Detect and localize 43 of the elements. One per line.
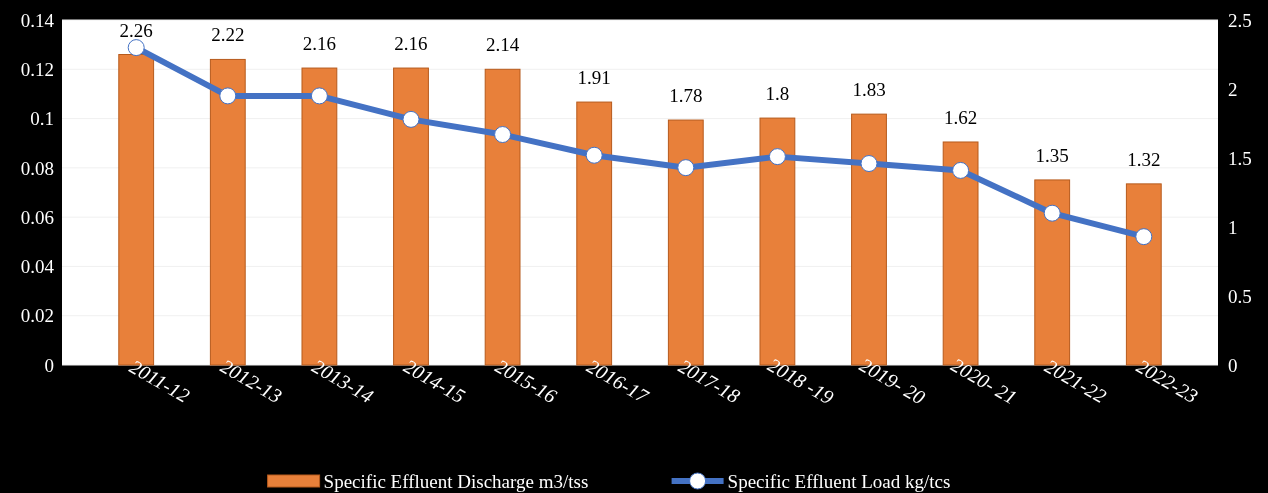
annotation: 1.78 xyxy=(669,85,703,107)
y-tick-label: 0 xyxy=(44,354,54,376)
y-tick-label: 0.02 xyxy=(20,305,54,327)
y2-tick-label: 0 xyxy=(1228,354,1238,376)
y-tick-label: 0.08 xyxy=(20,157,54,179)
y2-tick-label: 2 xyxy=(1228,78,1238,100)
y2-tick-label: 1 xyxy=(1228,216,1238,238)
y-tick-label: 0.04 xyxy=(20,256,55,278)
annotation: 2.14 xyxy=(485,34,520,56)
annotation: 2.26 xyxy=(119,19,153,41)
point xyxy=(860,155,878,173)
annotation: 1.8 xyxy=(765,83,790,105)
y-tick-label: 0.06 xyxy=(20,206,54,228)
annotation: 1.32 xyxy=(1127,148,1161,170)
legend-label: Specific Effluent Discharge m3/tss xyxy=(323,470,589,492)
y2-tick-label: 1.5 xyxy=(1228,147,1252,169)
annotation: 1.62 xyxy=(943,106,978,128)
point xyxy=(952,161,970,179)
annotation: 2.22 xyxy=(211,24,245,46)
y-tick-label: 0.1 xyxy=(30,108,54,130)
annotation: 1.35 xyxy=(1035,144,1069,166)
x-tick-label: 2018 -19 xyxy=(764,353,838,409)
point xyxy=(1135,228,1153,246)
y-tick-label: 0.12 xyxy=(20,58,54,80)
point xyxy=(1043,204,1061,222)
x-tick-label: 2019- 20 xyxy=(855,353,930,409)
annotation: 2.16 xyxy=(302,33,337,55)
x-tick-label: 2020- 21 xyxy=(947,353,1021,409)
point xyxy=(585,146,603,164)
annotation: 1.91 xyxy=(577,67,611,89)
point xyxy=(677,159,695,177)
point xyxy=(494,126,512,144)
point xyxy=(768,148,786,166)
annotation: 2.16 xyxy=(394,33,428,55)
point xyxy=(310,87,328,105)
y-tick-label: 0.14 xyxy=(20,9,55,31)
y2-tick-label: 2.5 xyxy=(1228,9,1252,31)
annotation: 1.83 xyxy=(852,79,886,101)
y2-tick-label: 0.5 xyxy=(1228,285,1252,307)
point xyxy=(219,87,237,105)
point xyxy=(127,39,145,57)
point xyxy=(402,110,420,128)
legend-label: Specific Effluent Load kg/tcs xyxy=(727,470,951,492)
